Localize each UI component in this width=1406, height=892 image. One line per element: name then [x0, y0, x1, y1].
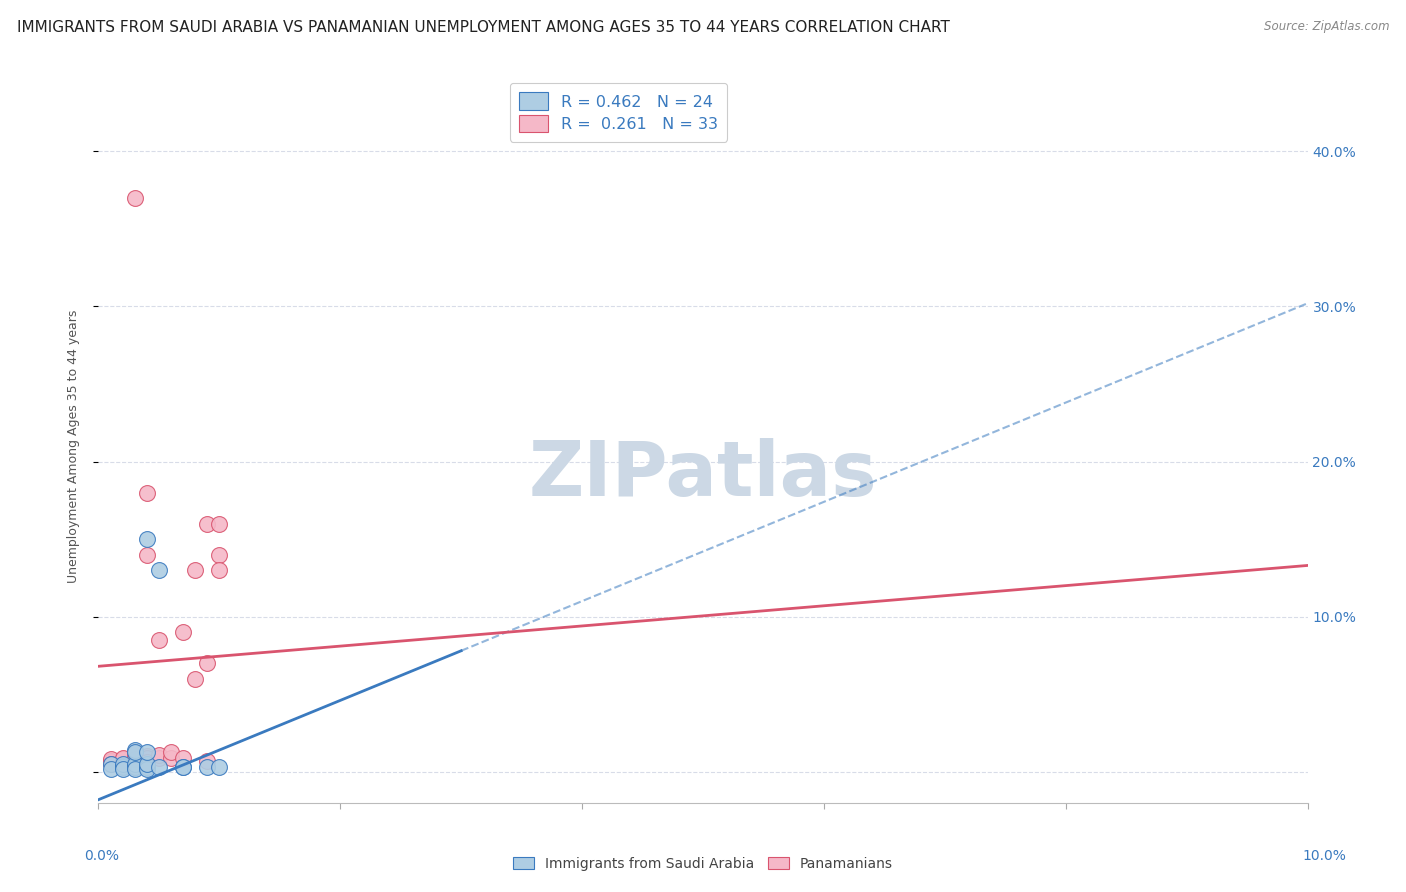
Point [172, 760, 194, 774]
Point [172, 751, 194, 765]
Point [124, 762, 146, 776]
Legend: R = 0.462   N = 24, R =  0.261   N = 33: R = 0.462 N = 24, R = 0.261 N = 33 [509, 83, 727, 142]
Text: 10.0%: 10.0% [1302, 849, 1347, 863]
Point [111, 751, 134, 765]
Point [208, 760, 231, 774]
Point [184, 672, 207, 686]
Point [172, 760, 194, 774]
Point [111, 760, 134, 774]
Point [160, 745, 183, 759]
Point [135, 757, 157, 772]
Point [124, 758, 146, 772]
Point [100, 762, 122, 776]
Point [100, 757, 122, 772]
Point [148, 751, 170, 765]
Point [208, 563, 231, 577]
Point [124, 191, 146, 205]
Point [124, 760, 146, 774]
Point [124, 745, 146, 759]
Point [148, 632, 170, 647]
Point [148, 760, 170, 774]
Y-axis label: Unemployment Among Ages 35 to 44 years: Unemployment Among Ages 35 to 44 years [67, 310, 80, 582]
Text: ZIPatlas: ZIPatlas [529, 438, 877, 511]
Point [124, 757, 146, 772]
Point [111, 752, 134, 766]
Point [208, 548, 231, 562]
Point [111, 757, 134, 772]
Point [148, 563, 170, 577]
Point [111, 756, 134, 770]
Point [124, 745, 146, 759]
Point [135, 756, 157, 770]
Point [100, 752, 122, 766]
Point [148, 747, 170, 762]
Point [135, 760, 157, 774]
Point [135, 745, 157, 759]
Point [100, 754, 122, 768]
Legend: Immigrants from Saudi Arabia, Panamanians: Immigrants from Saudi Arabia, Panamanian… [508, 851, 898, 876]
Point [100, 757, 122, 772]
Text: Source: ZipAtlas.com: Source: ZipAtlas.com [1264, 20, 1389, 33]
Point [135, 548, 157, 562]
Point [124, 749, 146, 764]
Point [160, 751, 183, 765]
Text: 0.0%: 0.0% [84, 849, 118, 863]
Point [135, 485, 157, 500]
Text: IMMIGRANTS FROM SAUDI ARABIA VS PANAMANIAN UNEMPLOYMENT AMONG AGES 35 TO 44 YEAR: IMMIGRANTS FROM SAUDI ARABIA VS PANAMANI… [17, 20, 949, 35]
Point [184, 563, 207, 577]
Point [195, 656, 218, 670]
Point [195, 754, 218, 768]
Point [135, 751, 157, 765]
Point [124, 760, 146, 774]
Point [124, 752, 146, 766]
Point [135, 762, 157, 776]
Point [111, 757, 134, 772]
Point [195, 760, 218, 774]
Point [195, 516, 218, 531]
Point [111, 762, 134, 776]
Point [135, 532, 157, 546]
Point [208, 516, 231, 531]
Point [124, 743, 146, 757]
Point [135, 752, 157, 766]
Point [135, 749, 157, 764]
Point [172, 625, 194, 640]
Point [111, 754, 134, 768]
Point [111, 758, 134, 772]
